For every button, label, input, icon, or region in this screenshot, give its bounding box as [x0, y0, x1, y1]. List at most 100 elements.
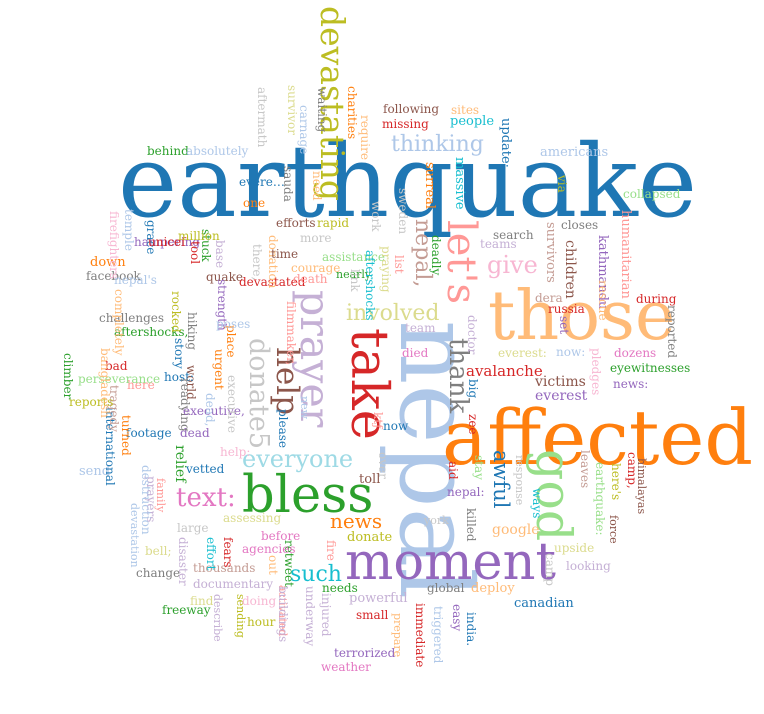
word-122: assessing: [223, 511, 282, 525]
word-38: sites: [451, 103, 480, 117]
word-170: executive: [225, 375, 239, 433]
word-194: sauda: [281, 166, 295, 202]
word-24: avalanche: [466, 362, 543, 380]
word-97: big: [466, 379, 480, 399]
word-50: russia: [548, 302, 585, 316]
word-114: documentary: [193, 577, 274, 591]
word-72: camp: [543, 553, 557, 586]
word-19: give: [487, 251, 538, 279]
word-52: during: [636, 292, 677, 306]
word-69: killed: [464, 508, 478, 542]
word-172: urgent: [212, 349, 226, 390]
word-54: dozens: [614, 346, 657, 360]
word-132: footage: [126, 426, 172, 440]
word-28: survivors: [543, 222, 558, 283]
word-27: victims: [535, 374, 586, 390]
word-182: more: [300, 231, 332, 245]
word-140: climber: [61, 353, 75, 400]
word-47: list: [392, 255, 406, 274]
word-18: awful: [489, 450, 513, 509]
word-64: leaves: [578, 450, 592, 489]
word-150: temple: [122, 209, 136, 251]
word-100: doctor: [465, 315, 479, 355]
word-189: link: [348, 269, 362, 292]
word-29: children: [562, 240, 578, 299]
word-133: turned: [119, 415, 133, 456]
word-84: terrorized: [334, 646, 396, 660]
word-190: work: [369, 201, 383, 232]
word-59: everest:: [498, 346, 547, 360]
word-63: earthquake:: [593, 462, 607, 536]
word-200: require: [358, 115, 372, 160]
word-90: fire: [324, 540, 338, 561]
word-82: small: [356, 608, 389, 622]
word-85: weather: [321, 660, 371, 674]
word-158: million: [178, 229, 220, 243]
word-26: everest: [535, 388, 588, 404]
word-147: down: [90, 255, 126, 270]
word-179: new: [298, 396, 311, 420]
word-45: teams: [480, 237, 517, 251]
word-181: time: [271, 247, 299, 261]
word-128: help:: [220, 445, 251, 459]
word-103: before: [261, 529, 301, 543]
word-105: out: [266, 555, 280, 575]
word-195: aftermath: [255, 87, 269, 148]
word-66: ways: [530, 488, 544, 519]
word-3: those: [488, 277, 676, 356]
word-86: needs: [322, 581, 358, 595]
word-21: thinking: [391, 132, 484, 157]
word-141: bangladesh: [98, 348, 112, 418]
word-139: perseverance: [78, 372, 161, 386]
word-129: relief: [172, 445, 188, 483]
word-49: dera: [535, 291, 563, 305]
word-130: dead: [180, 426, 210, 440]
word-10: let's: [438, 220, 484, 305]
word-116: fears: [221, 537, 235, 568]
word-146: nepal's: [114, 273, 157, 287]
word-37: people: [450, 114, 495, 129]
word-30: humanitarian: [618, 210, 633, 299]
word-58: now:: [556, 345, 586, 359]
word-163: quake: [206, 270, 243, 284]
word-104: agencies: [242, 542, 296, 556]
word-67: response: [513, 455, 526, 506]
word-74: canadian: [514, 596, 574, 611]
word-119: change: [136, 566, 181, 580]
word-32: collapsed: [623, 187, 681, 201]
word-83: powerful: [349, 591, 408, 606]
word-191: aftershocks: [363, 250, 377, 321]
word-48: rescue: [596, 280, 610, 321]
word-152: unicef: [148, 235, 186, 249]
word-161: hiking: [185, 312, 199, 351]
word-4: affected: [442, 393, 754, 482]
word-78: india.: [464, 612, 478, 647]
word-178: please: [276, 409, 290, 449]
word-41: massive: [452, 157, 467, 210]
word-177: filmmaker,: [284, 301, 298, 366]
word-136: here: [127, 378, 155, 392]
word-99: aid: [446, 461, 460, 480]
word-175: devastated: [239, 275, 306, 289]
word-88: underway: [303, 586, 317, 647]
word-143: challenges: [99, 311, 165, 325]
word-110: doing: [242, 594, 277, 608]
word-173: base: [213, 240, 227, 269]
word-23: such: [290, 562, 342, 587]
word-185: courage: [291, 261, 341, 275]
word-166: host:: [164, 370, 194, 384]
word-176: there,: [250, 244, 264, 281]
word-148: hampering: [134, 235, 201, 249]
word-113: freeway: [162, 603, 211, 617]
word-76: global: [427, 581, 465, 595]
word-1: earthquake: [118, 123, 698, 240]
word-43: sweden: [396, 188, 410, 235]
word-188: nearly: [336, 268, 372, 281]
word-6: bless: [242, 466, 374, 525]
word-101: died: [402, 346, 429, 360]
word-155: evere…: [239, 175, 285, 189]
word-187: assistance: [322, 250, 385, 264]
word-56: news:: [613, 377, 649, 391]
word-53: reported: [665, 305, 679, 359]
